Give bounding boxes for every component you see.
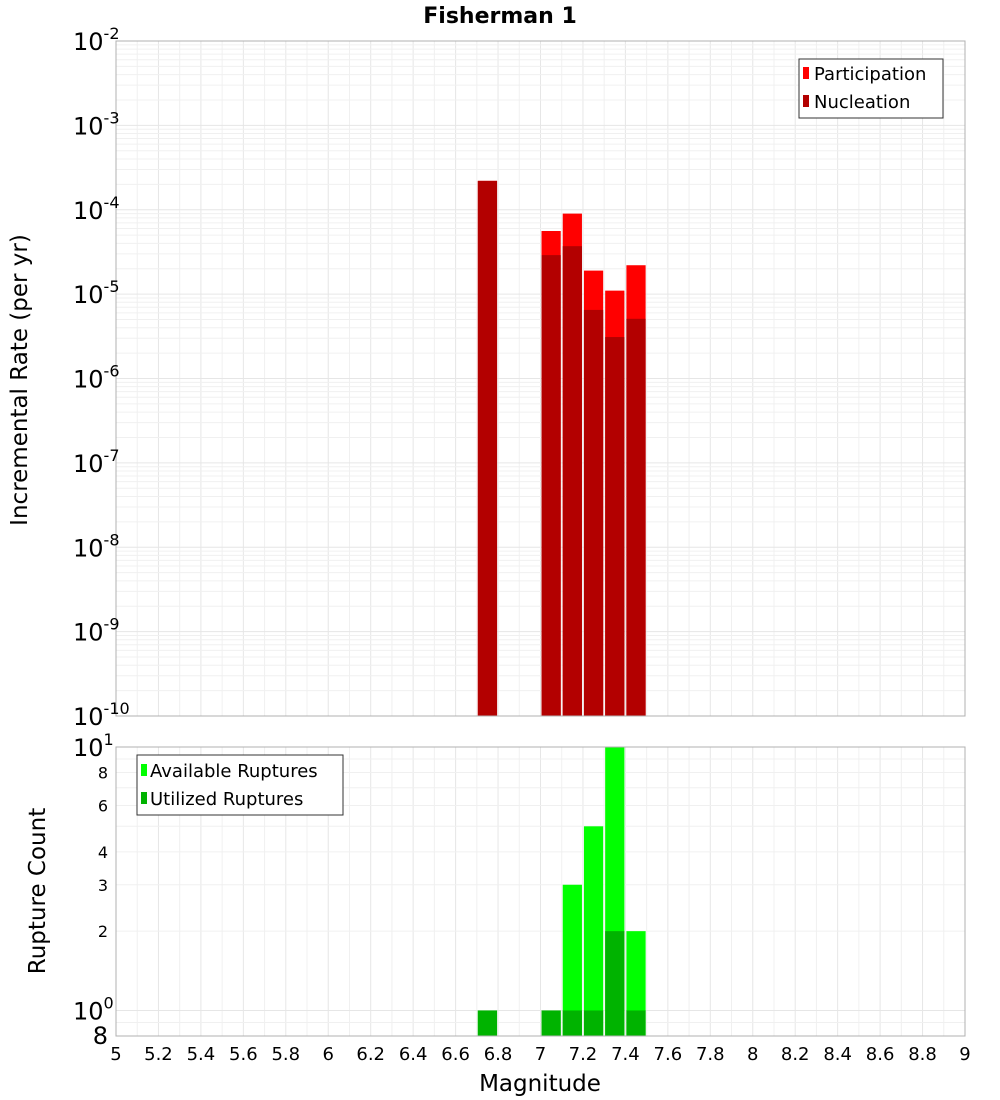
top-bar-nucleation-m7_25 bbox=[583, 309, 604, 716]
legend-label-available-ruptures: Available Ruptures bbox=[150, 761, 318, 782]
chart-title: Fisherman 1 bbox=[423, 4, 577, 29]
x-axis-label: Magnitude bbox=[479, 1071, 601, 1097]
x-tick-label: 8 bbox=[747, 1044, 758, 1065]
legend-swatch-utilized-ruptures bbox=[141, 792, 147, 804]
x-tick-label: 8.6 bbox=[866, 1044, 895, 1065]
x-tick-label: 7 bbox=[535, 1044, 546, 1065]
bottom-y-minor-tick-label: 6 bbox=[98, 796, 108, 815]
bottom-y-tick-label: 101 bbox=[73, 730, 114, 762]
top-grid bbox=[115, 41, 966, 717]
bottom-bar-utilized-ruptures-m7_35 bbox=[605, 931, 625, 1036]
top-y-tick-label: 10-4 bbox=[73, 193, 120, 225]
x-tick-label: 5.8 bbox=[271, 1044, 300, 1065]
x-tick-label: 9 bbox=[959, 1044, 970, 1065]
x-tick-label: 7.2 bbox=[569, 1044, 598, 1065]
bottom-bar-utilized-ruptures-m7_05 bbox=[541, 1010, 561, 1036]
bottom-bar-utilized-ruptures-m7_25 bbox=[583, 1010, 604, 1036]
bottom-legend: Available Ruptures Utilized Ruptures bbox=[136, 754, 344, 816]
x-tick-label: 6 bbox=[323, 1044, 334, 1065]
top-y-tick-label: 10-3 bbox=[73, 108, 120, 140]
bottom-bars bbox=[477, 747, 646, 1036]
x-tick-label: 6.6 bbox=[441, 1044, 470, 1065]
bottom-plot-frame bbox=[115, 746, 966, 1037]
top-bar-nucleation-m7_35 bbox=[605, 337, 625, 716]
bottom-y-minor-tick-label: 8 bbox=[98, 764, 108, 783]
top-y-tick-label: 10-7 bbox=[73, 446, 120, 478]
bottom-y-minor-tick-label: 4 bbox=[98, 843, 108, 862]
x-tick-label: 8.8 bbox=[908, 1044, 937, 1065]
x-tick-label: 7.8 bbox=[696, 1044, 725, 1065]
legend-swatch-participation bbox=[803, 67, 809, 79]
x-tick-label: 5.6 bbox=[229, 1044, 258, 1065]
x-tick-label: 8.4 bbox=[823, 1044, 852, 1065]
bottom-bar-utilized-ruptures-m7_15 bbox=[562, 1010, 582, 1036]
bottom-y-tick-label: 100 bbox=[73, 993, 114, 1025]
legend-label-utilized-ruptures: Utilized Ruptures bbox=[150, 789, 303, 810]
x-tick-label: 5.2 bbox=[144, 1044, 173, 1065]
top-y-tick-label: 10-5 bbox=[73, 277, 120, 309]
top-y-tick-label: 10-8 bbox=[73, 530, 120, 562]
bottom-bar-available-ruptures-m7_15 bbox=[562, 884, 582, 1036]
top-y-axis-label: Incremental Rate (per yr) bbox=[7, 234, 33, 526]
top-legend-box bbox=[798, 58, 944, 119]
x-tick-label: 8.2 bbox=[781, 1044, 810, 1065]
legend-swatch-available-ruptures bbox=[141, 764, 147, 776]
top-bar-nucleation-m6_75 bbox=[477, 180, 498, 716]
top-y-tick-label: 10-9 bbox=[73, 615, 120, 647]
bottom-bar-available-ruptures-m7_25 bbox=[583, 826, 604, 1036]
top-bar-nucleation-m7_45 bbox=[626, 318, 646, 716]
x-tick-label: 6.2 bbox=[356, 1044, 385, 1065]
bottom-y-minor-tick-label: 3 bbox=[98, 876, 108, 895]
x-tick-label: 5.4 bbox=[187, 1044, 216, 1065]
top-bar-nucleation-m7_15 bbox=[562, 246, 582, 716]
x-tick-label: 7.4 bbox=[611, 1044, 640, 1065]
bottom-y-minor-tick-label: 8 bbox=[93, 1022, 108, 1050]
legend-label-participation: Participation bbox=[814, 64, 926, 85]
bottom-x-ticks: 5 5.2 5.4 5.6 5.8 6 6.2 6.4 6.6 6.8 7 7.2 7.4 7.6 7.8 8… bbox=[110, 1044, 970, 1065]
x-tick-label: 6.8 bbox=[484, 1044, 513, 1065]
top-y-tick-label: 10-2 bbox=[73, 24, 120, 56]
top-legend: Participation Nucleation bbox=[798, 58, 944, 119]
bottom-y-axis-label: Rupture Count bbox=[25, 808, 51, 974]
top-y-tick-label: 10-6 bbox=[73, 362, 120, 394]
bottom-legend-box bbox=[136, 754, 344, 816]
x-tick-label: 5 bbox=[110, 1044, 121, 1065]
bottom-y-minor-tick-label: 2 bbox=[98, 922, 108, 941]
top-y-ticks: 10-10 10-9 10-8 10-7 10-6 10-5 10-4 10-3 10-2 bbox=[73, 24, 130, 731]
legend-swatch-nucleation bbox=[803, 95, 809, 107]
top-bars bbox=[477, 180, 646, 717]
top-plot-frame bbox=[115, 40, 966, 717]
bottom-bar-available-ruptures-m7_45 bbox=[626, 931, 646, 1036]
top-bar-nucleation-m7_05 bbox=[541, 255, 561, 716]
bottom-y-ticks: 100 101 8 2 3 4 6 8 bbox=[73, 730, 114, 1050]
x-tick-label: 6.4 bbox=[399, 1044, 428, 1065]
top-y-tick-label: 10-10 bbox=[73, 699, 130, 731]
bottom-bar-utilized-ruptures-m6_75 bbox=[477, 1010, 498, 1036]
bottom-bar-utilized-ruptures-m7_45 bbox=[626, 1010, 646, 1036]
legend-label-nucleation: Nucleation bbox=[814, 92, 910, 113]
x-tick-label: 7.6 bbox=[654, 1044, 683, 1065]
